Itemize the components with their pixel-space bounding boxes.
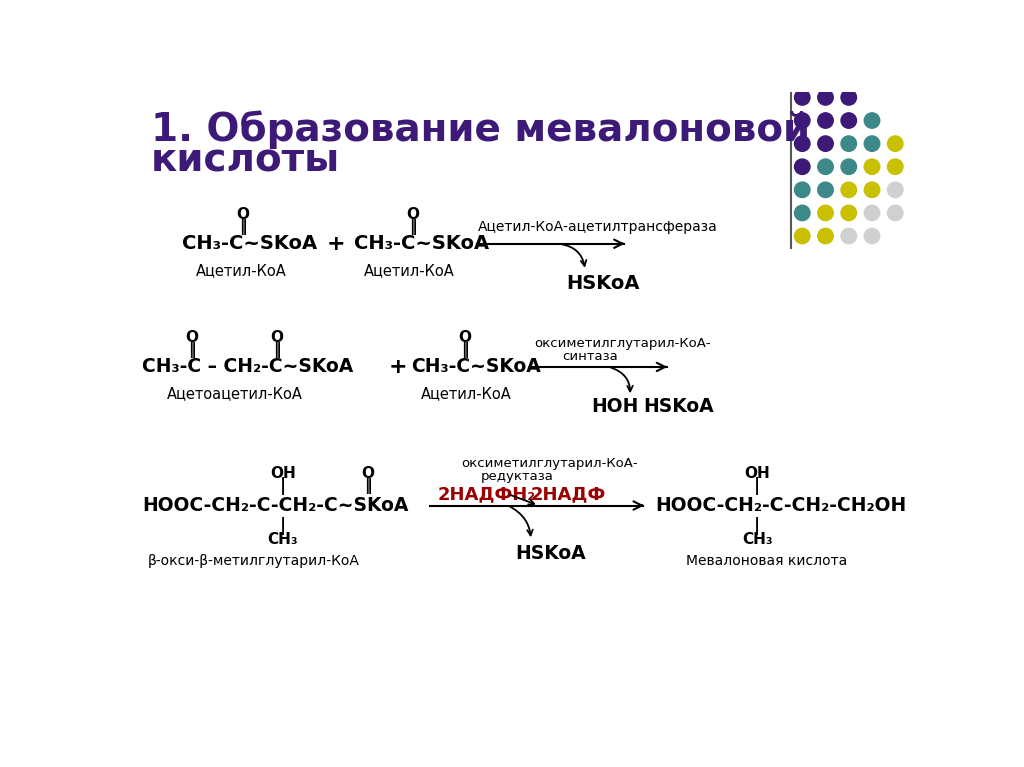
Text: Ацетил-КоА: Ацетил-КоА — [197, 263, 287, 278]
Text: OH: OH — [270, 466, 296, 481]
Circle shape — [864, 136, 880, 151]
Text: O: O — [270, 330, 284, 345]
Text: CH₃-C~SKoA: CH₃-C~SKoA — [182, 234, 317, 253]
Circle shape — [841, 159, 856, 174]
Text: HSKoA: HSKoA — [566, 275, 639, 293]
Text: HSKoA: HSKoA — [643, 397, 714, 416]
Text: |: | — [280, 476, 286, 495]
Circle shape — [795, 182, 810, 198]
Text: ‖: ‖ — [365, 478, 372, 493]
Text: Ацетил-КоА: Ацетил-КоА — [365, 263, 455, 278]
Circle shape — [795, 206, 810, 221]
Text: O: O — [237, 207, 249, 222]
Text: CH₃: CH₃ — [267, 532, 298, 547]
Text: ‖: ‖ — [273, 342, 281, 358]
Text: ‖: ‖ — [239, 219, 247, 235]
Text: O: O — [407, 207, 420, 222]
Text: |: | — [755, 476, 761, 495]
Circle shape — [841, 113, 856, 128]
Circle shape — [795, 229, 810, 244]
Circle shape — [818, 90, 834, 105]
Text: HOH: HOH — [592, 397, 639, 416]
Circle shape — [864, 159, 880, 174]
Circle shape — [864, 229, 880, 244]
Text: ‖: ‖ — [187, 342, 196, 358]
Text: CH₃-C – CH₂-C~SKoA: CH₃-C – CH₂-C~SKoA — [142, 357, 353, 377]
Text: +: + — [388, 357, 407, 377]
Circle shape — [888, 182, 903, 198]
Circle shape — [841, 182, 856, 198]
Text: OH: OH — [744, 466, 770, 481]
Circle shape — [818, 113, 834, 128]
Text: |: | — [755, 516, 761, 535]
Text: O: O — [361, 466, 375, 481]
Text: оксиметилглутарил-КоА-: оксиметилглутарил-КоА- — [461, 456, 638, 469]
Text: HOOC-CH₂-C-CH₂-CH₂OH: HOOC-CH₂-C-CH₂-CH₂OH — [655, 496, 906, 515]
Text: CH₃: CH₃ — [742, 532, 773, 547]
Circle shape — [818, 206, 834, 221]
Circle shape — [888, 136, 903, 151]
Circle shape — [888, 206, 903, 221]
Text: HOOC-CH₂-C-CH₂-C~SKoA: HOOC-CH₂-C-CH₂-C~SKoA — [142, 496, 409, 515]
Text: 2НАДФ: 2НАДФ — [531, 485, 606, 503]
Circle shape — [818, 159, 834, 174]
Circle shape — [795, 159, 810, 174]
Circle shape — [864, 206, 880, 221]
Circle shape — [888, 159, 903, 174]
Text: +: + — [327, 234, 345, 254]
Text: ‖: ‖ — [462, 342, 469, 358]
Text: кислоты: кислоты — [152, 142, 341, 179]
Text: ‖: ‖ — [410, 219, 417, 235]
Text: редуктаза: редуктаза — [480, 469, 554, 482]
Text: HSKoA: HSKoA — [515, 544, 586, 563]
Text: |: | — [280, 516, 286, 535]
Circle shape — [841, 136, 856, 151]
Circle shape — [795, 90, 810, 105]
Text: Мевалоновая кислота: Мевалоновая кислота — [686, 554, 847, 568]
Text: 2НАДФH₂: 2НАДФH₂ — [438, 485, 537, 503]
Text: синтаза: синтаза — [562, 351, 617, 364]
Text: Ацетил-КоА: Ацетил-КоА — [421, 387, 512, 401]
Text: β-окси-β-метилглутарил-КоА: β-окси-β-метилглутарил-КоА — [147, 554, 359, 568]
Circle shape — [864, 182, 880, 198]
Circle shape — [795, 113, 810, 128]
Circle shape — [841, 206, 856, 221]
Text: 1. Образование мевалоновой: 1. Образование мевалоновой — [152, 110, 810, 149]
Circle shape — [818, 136, 834, 151]
Text: O: O — [185, 330, 198, 345]
Text: O: O — [459, 330, 472, 345]
Text: CH₃-C~SKoA: CH₃-C~SKoA — [411, 357, 541, 377]
Circle shape — [818, 182, 834, 198]
Text: оксиметилглутарил-КоА-: оксиметилглутарил-КоА- — [535, 337, 711, 351]
Circle shape — [795, 136, 810, 151]
Circle shape — [841, 90, 856, 105]
Circle shape — [818, 229, 834, 244]
Text: CH₃-C~SKoA: CH₃-C~SKoA — [354, 234, 489, 253]
Text: Ацетил-КоА-ацетилтрансфераза: Ацетил-КоА-ацетилтрансфераза — [478, 220, 718, 234]
Circle shape — [841, 229, 856, 244]
Text: Ацетоацетил-КоА: Ацетоацетил-КоА — [167, 387, 303, 401]
Circle shape — [864, 113, 880, 128]
